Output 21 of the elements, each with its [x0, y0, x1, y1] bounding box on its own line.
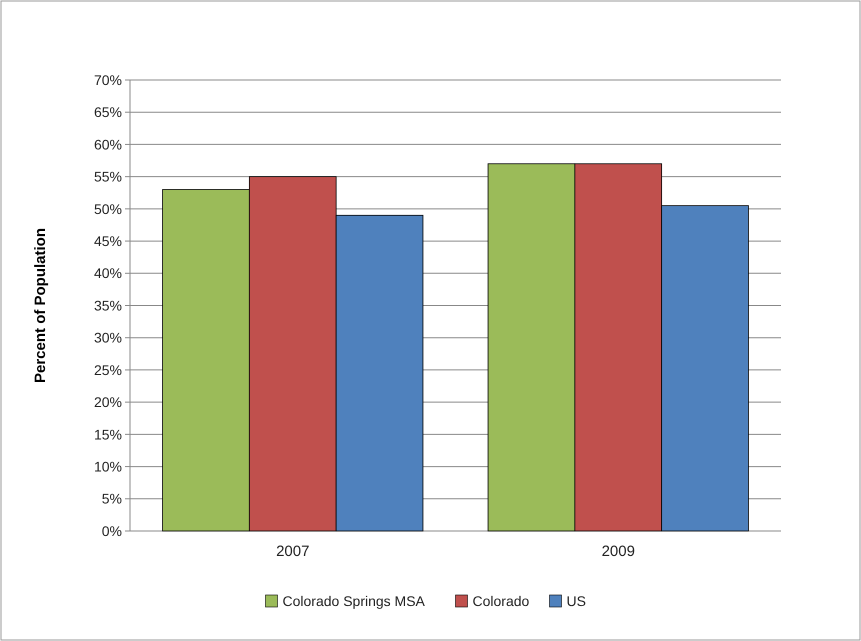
- y-tick-label: 45%: [94, 232, 122, 249]
- y-tick-label: 30%: [94, 330, 122, 346]
- y-tick-label: 5%: [102, 490, 122, 507]
- y-tick-label: 0%: [102, 522, 122, 539]
- legend-label: Colorado Springs MSA: [282, 593, 426, 609]
- y-tick-label: 70%: [94, 72, 122, 88]
- y-tick-label: 50%: [94, 200, 122, 217]
- y-tick-label: 40%: [94, 265, 122, 282]
- x-tick-label: 2007: [276, 543, 310, 560]
- legend-label: US: [566, 593, 586, 609]
- y-axis-title: Percent of Population: [32, 228, 49, 384]
- y-tick-label: 15%: [94, 426, 122, 442]
- y-tick-label: 10%: [94, 458, 122, 474]
- y-tick-label: 55%: [94, 168, 122, 185]
- y-tick-label: 25%: [94, 362, 122, 378]
- y-tick-label: 65%: [94, 104, 122, 120]
- x-tick-label: 2009: [602, 543, 635, 560]
- y-tick-label: 35%: [94, 297, 122, 314]
- y-tick-label: 60%: [94, 136, 122, 152]
- legend-label: Colorado: [472, 593, 530, 609]
- y-tick-label: 20%: [94, 394, 122, 410]
